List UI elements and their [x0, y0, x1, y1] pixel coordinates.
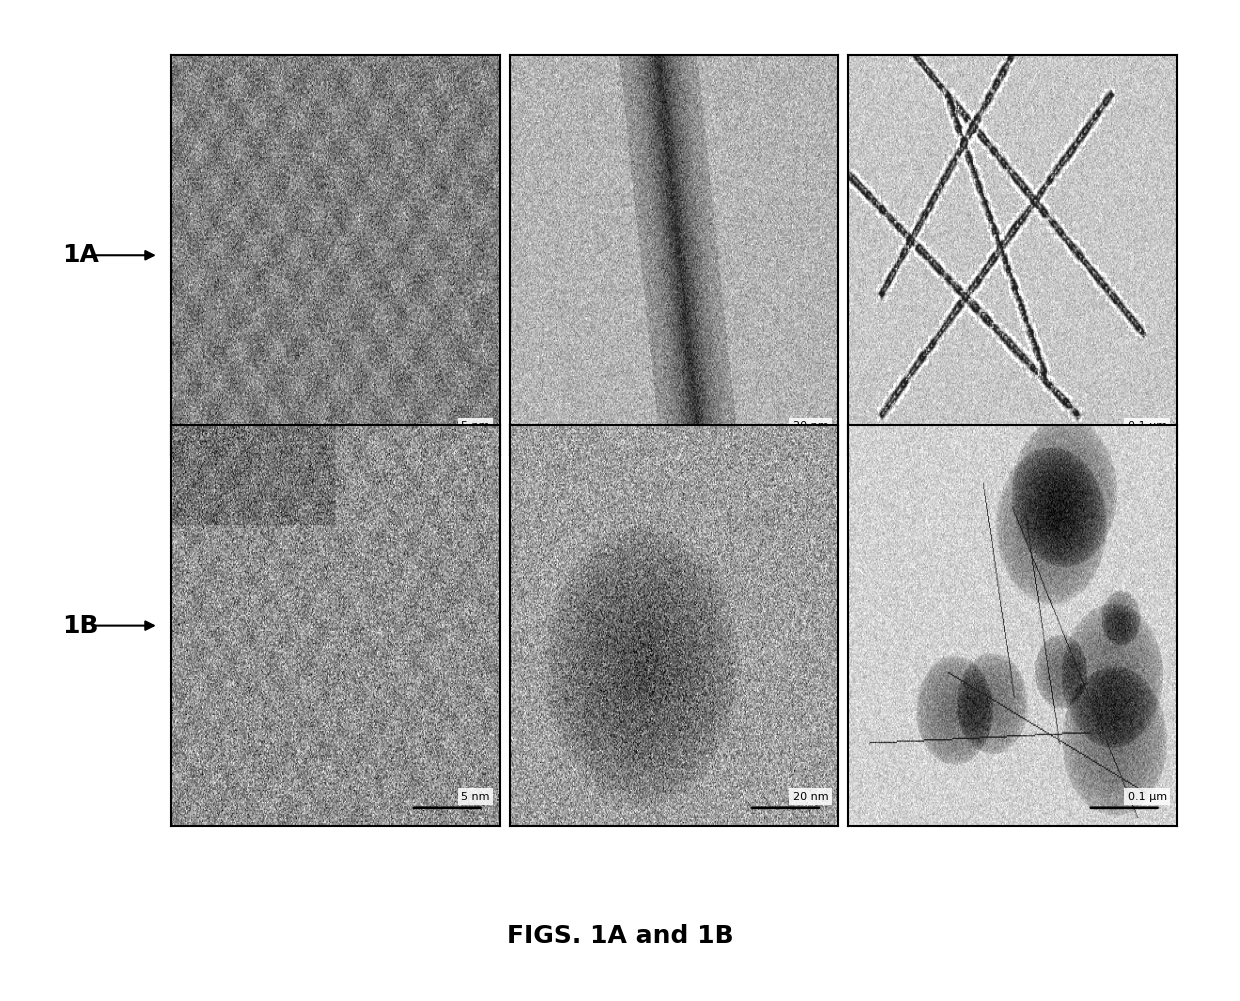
Text: 0.1 μm: 0.1 μm: [1127, 421, 1167, 431]
Text: 1A: 1A: [62, 243, 99, 267]
Text: 0.1 μm: 0.1 μm: [1127, 792, 1167, 802]
Text: 5 nm: 5 nm: [461, 792, 490, 802]
Text: 1B: 1B: [62, 614, 98, 638]
Text: FIGS. 1A and 1B: FIGS. 1A and 1B: [507, 924, 733, 948]
Text: 5 nm: 5 nm: [461, 421, 490, 431]
Text: 20 nm: 20 nm: [792, 792, 828, 802]
Text: 20 nm: 20 nm: [792, 421, 828, 431]
